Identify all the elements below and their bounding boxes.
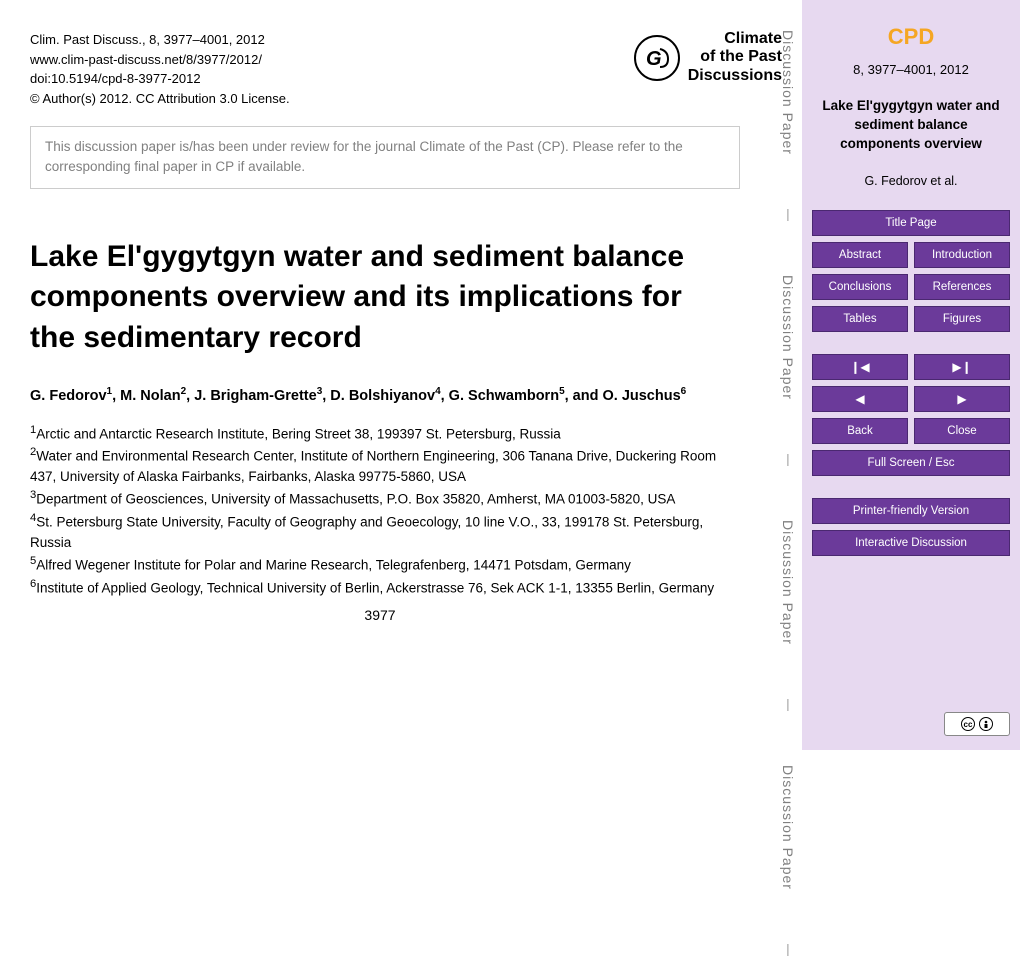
last-page-button[interactable]: ▶❙: [914, 354, 1010, 380]
author-list: G. Fedorov1, M. Nolan2, J. Brigham-Grett…: [30, 384, 730, 408]
fullscreen-button[interactable]: Full Screen / Esc: [812, 450, 1010, 476]
cc-icon: cc: [961, 717, 975, 731]
nav-button-group: Title Page Abstract Introduction Conclus…: [812, 210, 1010, 556]
affiliation-list: 1Arctic and Antarctic Research Institute…: [30, 422, 730, 599]
main-content: Discussion Paper — Discussion Paper — Di…: [0, 0, 802, 750]
doi-line: doi:10.5194/cpd-8-3977-2012: [30, 69, 290, 89]
references-button[interactable]: References: [914, 274, 1010, 300]
meta-info: Clim. Past Discuss., 8, 3977–4001, 2012 …: [30, 30, 290, 108]
egu-logo-icon: G: [634, 35, 680, 81]
navigation-sidebar: CPD 8, 3977–4001, 2012 Lake El'gygytgyn …: [802, 0, 1020, 750]
close-button[interactable]: Close: [914, 418, 1010, 444]
sidebar-paper-title: Lake El'gygytgyn water and sediment bala…: [812, 97, 1010, 154]
prev-page-button[interactable]: ◀: [812, 386, 908, 412]
review-notice: This discussion paper is/has been under …: [30, 126, 740, 189]
margin-divider: —: [764, 944, 796, 956]
discussion-paper-label-1: Discussion Paper: [764, 30, 796, 155]
printer-friendly-button[interactable]: Printer-friendly Version: [812, 498, 1010, 524]
conclusions-button[interactable]: Conclusions: [812, 274, 908, 300]
back-button[interactable]: Back: [812, 418, 908, 444]
citation-line: Clim. Past Discuss., 8, 3977–4001, 2012: [30, 30, 290, 50]
side-margin-labels: Discussion Paper — Discussion Paper — Di…: [764, 30, 796, 960]
by-icon: [979, 717, 993, 731]
interactive-discussion-button[interactable]: Interactive Discussion: [812, 530, 1010, 556]
figures-button[interactable]: Figures: [914, 306, 1010, 332]
cc-by-badge-icon[interactable]: cc: [944, 712, 1010, 736]
introduction-button[interactable]: Introduction: [914, 242, 1010, 268]
next-page-button[interactable]: ▶: [914, 386, 1010, 412]
margin-divider: —: [764, 209, 796, 221]
header: Clim. Past Discuss., 8, 3977–4001, 2012 …: [30, 30, 782, 108]
url-line: www.clim-past-discuss.net/8/3977/2012/: [30, 50, 290, 70]
margin-divider: —: [764, 454, 796, 466]
sidebar-author: G. Fedorov et al.: [812, 174, 1010, 188]
discussion-paper-label-2: Discussion Paper: [764, 275, 796, 400]
discussion-paper-label-4: Discussion Paper: [764, 765, 796, 890]
journal-logo: G Climate of the Past Discussions: [634, 30, 782, 85]
abstract-button[interactable]: Abstract: [812, 242, 908, 268]
sidebar-journal-abbrev[interactable]: CPD: [812, 24, 1010, 50]
page-number: 3977: [30, 607, 730, 623]
discussion-paper-label-3: Discussion Paper: [764, 520, 796, 645]
paper-title: Lake El'gygytgyn water and sediment bala…: [30, 237, 730, 359]
first-page-button[interactable]: ❙◀: [812, 354, 908, 380]
tables-button[interactable]: Tables: [812, 306, 908, 332]
margin-divider: —: [764, 699, 796, 711]
title-page-button[interactable]: Title Page: [812, 210, 1010, 236]
copyright-line: © Author(s) 2012. CC Attribution 3.0 Lic…: [30, 89, 290, 109]
svg-text:G: G: [646, 48, 662, 70]
sidebar-citation: 8, 3977–4001, 2012: [812, 62, 1010, 77]
